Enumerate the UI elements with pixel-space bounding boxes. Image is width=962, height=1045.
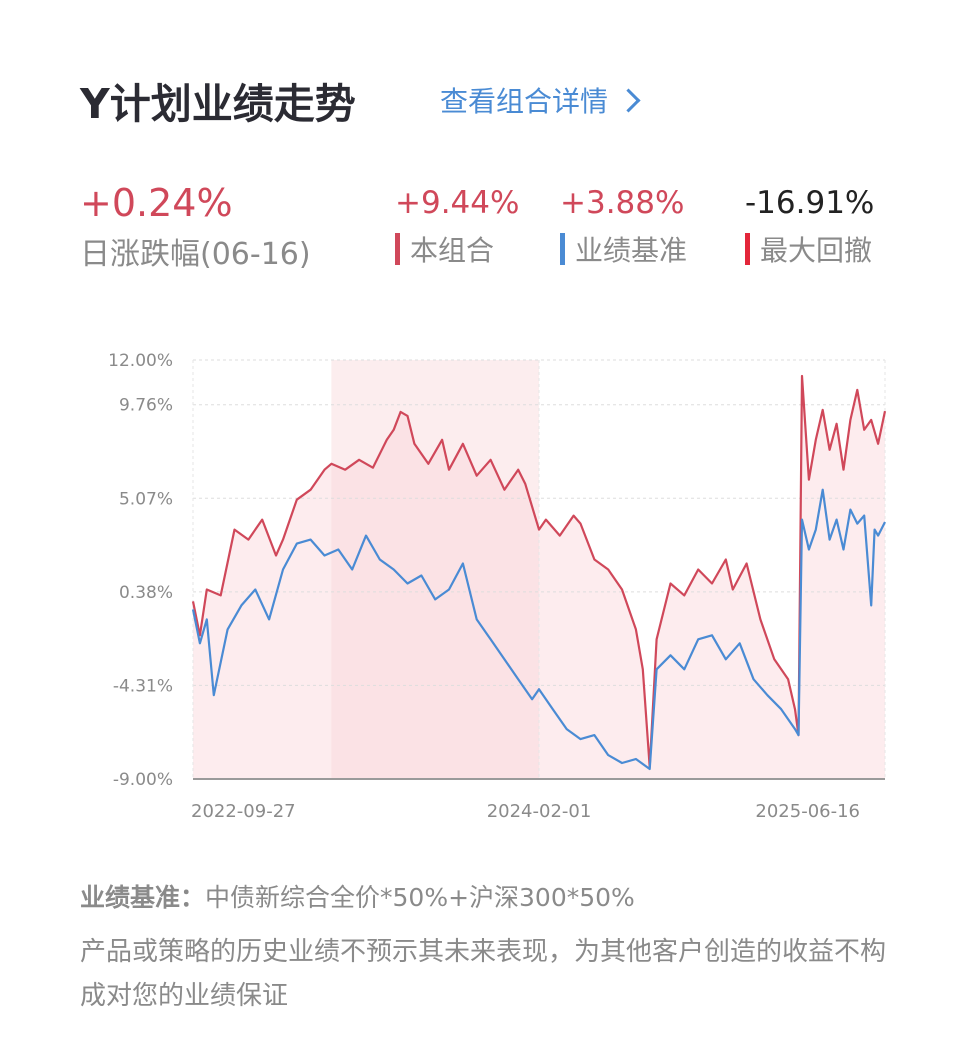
chevron-right-icon <box>616 87 641 113</box>
daily-change-value: +0.24% <box>80 181 233 225</box>
view-details-link[interactable]: 查看组合详情 <box>440 80 641 120</box>
page-title: Y计划业绩走势 <box>80 80 356 128</box>
stats-row: +0.24% 日涨跌幅(06-16) +9.44% 本组合 +3.88% 业绩基… <box>80 181 890 285</box>
y-tick-label: 0.38% <box>119 583 173 603</box>
y-tick-label: -4.31% <box>113 676 173 696</box>
benchmark-note: 业绩基准：中债新综合全价*50%+沪深300*50% <box>80 878 635 914</box>
drawdown-period-band <box>331 360 539 779</box>
x-tick-label: 2025-06-16 <box>755 801 860 822</box>
portfolio-return: +9.44% 本组合 <box>395 185 519 269</box>
disclaimer-text: 产品或策略的历史业绩不预示其未来表现，为其他客户创造的收益不构成对您的业绩保证 <box>80 937 887 1011</box>
series-line-portfolio <box>191 374 887 769</box>
y-tick-label: 5.07% <box>119 489 173 509</box>
chart-svg: 12.00% 9.76% 5.07% 0.38% -4.31% -9.00% 2022-09… <box>108 351 887 822</box>
portfolio-return-value: +9.44% <box>395 185 520 221</box>
max-drawdown: -16.91% 最大回撤 <box>745 185 874 269</box>
benchmark-legend-marker <box>560 233 565 265</box>
benchmark-return: +3.88% 业绩基准 <box>560 185 687 269</box>
max-drawdown-value: -16.91% <box>745 185 875 221</box>
header: Y计划业绩走势 查看组合详情 <box>80 70 900 130</box>
benchmark-note-label: 业绩基准： <box>80 883 206 912</box>
portfolio-legend-marker <box>395 233 400 265</box>
y-tick-label: 12.00% <box>108 351 173 371</box>
drawdown-legend-marker <box>745 233 750 265</box>
x-tick-label: 2022-09-27 <box>191 801 296 822</box>
view-details-label: 查看组合详情 <box>440 85 609 118</box>
performance-chart: 12.00% 9.76% 5.07% 0.38% -4.31% -9.00% 2022-09… <box>0 340 962 840</box>
benchmark-legend-label: 业绩基准 <box>575 234 688 267</box>
benchmark-note-value: 中债新综合全价*50%+沪深300*50% <box>205 883 635 912</box>
y-tick-label: 9.76% <box>119 396 173 416</box>
portfolio-legend-label: 本组合 <box>410 234 495 267</box>
benchmark-return-value: +3.88% <box>560 185 685 221</box>
drawdown-legend-label: 最大回撤 <box>760 234 873 267</box>
y-tick-label: -9.00% <box>113 770 173 790</box>
daily-change: +0.24% 日涨跌幅(06-16) <box>80 181 311 273</box>
series-line-benchmark <box>191 488 886 771</box>
x-tick-label: 2024-02-01 <box>487 801 592 822</box>
daily-change-label: 日涨跌幅(06-16) <box>80 237 311 272</box>
